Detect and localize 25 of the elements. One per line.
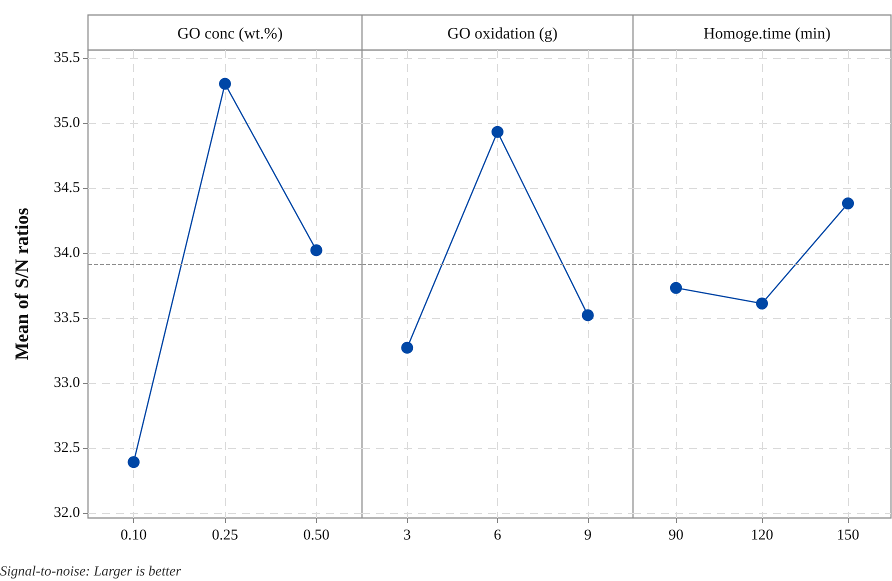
y-tick-label: 34.5 [54,180,80,196]
chart-title: GO conc (wt.%) [177,26,283,42]
y-axis-title: Mean of S/N ratios [12,208,33,360]
x-tick-label: 0.10 [120,528,147,544]
y-tick-label: 35.0 [54,114,80,131]
point [310,244,322,256]
x-tick-label: 0.25 [212,528,238,544]
x-tick-label: 90 [668,528,684,544]
text: Signal-to-noise: Larger is better [0,564,182,580]
y-tick-label: 35.5 [54,50,80,66]
point [128,456,140,468]
x-tick-label: 9 [584,528,592,544]
x-tick-label: 6 [494,528,502,544]
point [219,78,231,90]
y-tick-label: 33.0 [54,374,80,391]
y-tick-label: 33.5 [54,310,80,326]
y-tick-label: 34.0 [54,244,80,261]
x-tick-label: 120 [750,528,774,544]
x-tick-label: 3 [403,528,411,544]
y-tick-label: 32.0 [54,504,80,521]
y-tick-label: 32.5 [54,440,80,456]
chart-title: GO oxidation (g) [447,26,558,42]
x-tick-label: 0.50 [303,528,330,544]
chart-title: Homoge.time (min) [703,26,831,42]
x-tick-label: 150 [836,528,860,544]
